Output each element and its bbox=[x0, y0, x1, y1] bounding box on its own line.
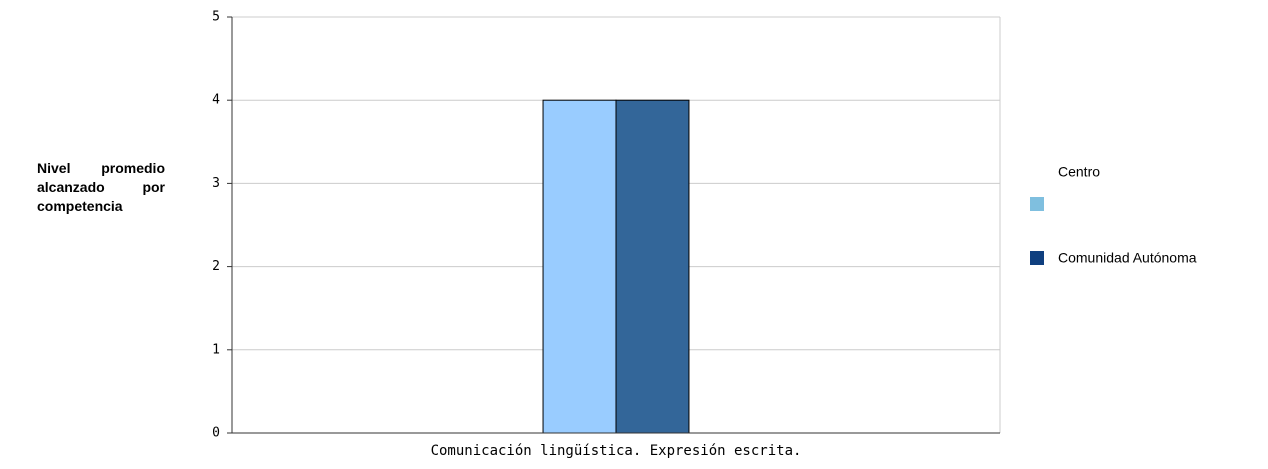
y-tick-label: 0 bbox=[212, 426, 220, 441]
y-axis-label: Nivel promedio alcanzado por competencia bbox=[37, 160, 165, 214]
bar bbox=[615, 99, 690, 434]
bar bbox=[542, 99, 617, 434]
x-tick-label: Comunicación lingüística. Expresión escr… bbox=[431, 443, 802, 459]
legend-swatch bbox=[1030, 197, 1044, 211]
legend-label: Comunidad Autónoma bbox=[1058, 250, 1197, 266]
legend-swatch bbox=[1030, 251, 1044, 265]
y-tick-label: 3 bbox=[212, 176, 220, 191]
y-tick-label: 1 bbox=[212, 342, 220, 357]
y-tick-label: 2 bbox=[212, 259, 220, 274]
legend-label: Centro bbox=[1058, 164, 1100, 180]
y-tick-label: 5 bbox=[212, 10, 220, 25]
y-tick-label: 4 bbox=[212, 93, 220, 108]
